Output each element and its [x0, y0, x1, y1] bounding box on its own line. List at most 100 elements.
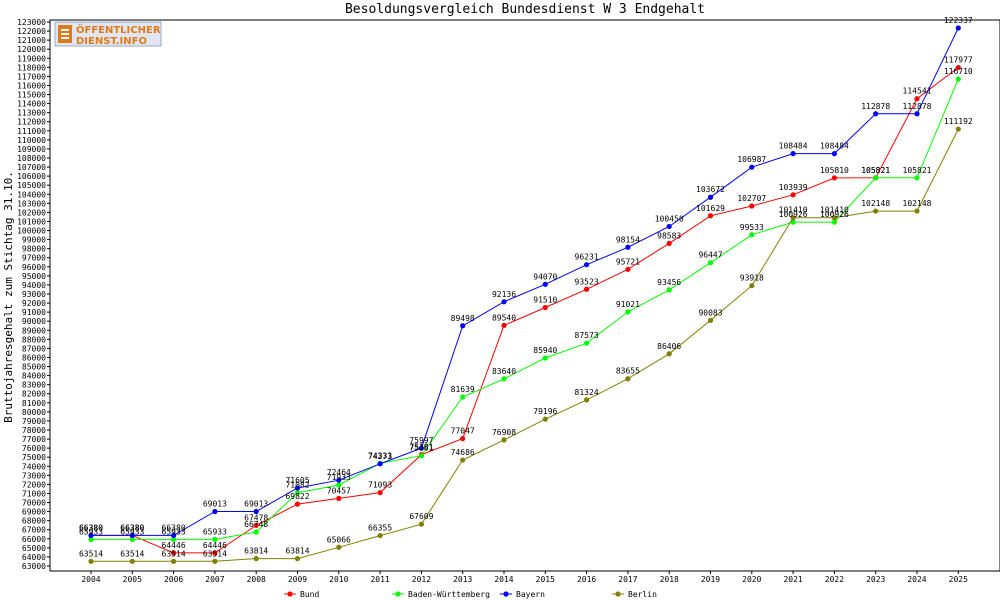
data-label: 122337 — [944, 16, 973, 25]
data-point — [831, 151, 838, 157]
x-tick-label: 2018 — [660, 575, 679, 584]
y-tick-label: 85000 — [22, 363, 46, 372]
data-point — [253, 529, 259, 535]
data-label: 98583 — [657, 231, 681, 240]
y-tick-label: 89000 — [22, 326, 46, 335]
data-point — [212, 550, 218, 556]
data-label: 103672 — [696, 185, 725, 194]
data-label: 93918 — [740, 274, 764, 283]
y-tick-label: 92000 — [22, 299, 46, 308]
legend-label: Baden-Württemberg — [408, 590, 490, 599]
data-label: 105810 — [820, 166, 849, 175]
data-point — [707, 194, 714, 200]
data-label: 116710 — [944, 67, 973, 76]
y-tick-label: 106000 — [17, 172, 46, 181]
y-axis-ticks: 6300064000650006600067000680006900070000… — [17, 18, 50, 571]
data-point — [212, 508, 218, 515]
data-point — [171, 550, 177, 556]
y-tick-label: 122000 — [17, 27, 46, 36]
y-tick-label: 108000 — [17, 154, 46, 163]
data-point — [294, 501, 301, 507]
data-point — [666, 240, 672, 246]
data-point — [873, 208, 879, 214]
data-label: 94070 — [533, 272, 557, 281]
data-point — [129, 558, 135, 564]
data-point — [460, 323, 466, 329]
x-tick-label: 2005 — [123, 575, 142, 584]
y-tick-label: 88000 — [22, 335, 46, 344]
y-tick-label: 120000 — [17, 45, 46, 54]
data-point — [914, 96, 920, 102]
data-label: 102148 — [861, 199, 890, 208]
data-point — [460, 394, 466, 400]
series-0 — [88, 64, 961, 556]
y-tick-label: 66000 — [22, 535, 46, 544]
data-point — [542, 281, 548, 287]
data-point — [294, 485, 301, 491]
data-label: 63814 — [285, 547, 309, 556]
data-point — [666, 287, 672, 293]
data-label: 65933 — [79, 527, 103, 536]
y-tick-label: 68000 — [22, 517, 46, 526]
data-point — [707, 260, 714, 266]
y-tick-label: 123000 — [17, 18, 46, 27]
y-tick-label: 69000 — [22, 508, 46, 517]
data-label: 103939 — [779, 183, 808, 192]
data-label: 105821 — [861, 166, 890, 175]
data-label: 66748 — [244, 520, 268, 529]
data-point — [831, 215, 838, 221]
y-tick-label: 79000 — [22, 417, 46, 426]
data-label: 112878 — [861, 102, 890, 111]
data-point — [542, 355, 548, 361]
y-tick-label: 93000 — [22, 290, 46, 299]
data-label: 63814 — [244, 547, 268, 556]
data-label: 81639 — [451, 385, 475, 394]
data-point — [418, 453, 424, 459]
data-point — [418, 521, 424, 527]
data-label: 91021 — [616, 300, 640, 309]
data-point — [955, 76, 961, 82]
data-label: 101629 — [696, 204, 725, 213]
y-tick-label: 90000 — [22, 317, 46, 326]
data-label: 64446 — [162, 541, 186, 550]
data-point — [377, 461, 383, 467]
y-tick-label: 102000 — [17, 208, 46, 217]
data-label: 96447 — [698, 251, 722, 260]
data-label: 93456 — [657, 278, 681, 287]
data-point — [501, 299, 507, 305]
data-label: 66380 — [162, 523, 186, 532]
data-point — [831, 219, 838, 225]
y-tick-label: 73000 — [22, 471, 46, 480]
data-label: 63514 — [162, 549, 186, 558]
data-point — [914, 111, 920, 117]
y-tick-label: 87000 — [22, 344, 46, 353]
data-label: 89498 — [451, 314, 475, 323]
y-tick-label: 72000 — [22, 480, 46, 489]
data-point — [88, 536, 94, 543]
data-point — [584, 397, 590, 403]
data-label: 98154 — [616, 235, 640, 244]
data-label: 72464 — [327, 468, 351, 477]
data-point — [625, 244, 631, 250]
data-point — [873, 111, 879, 117]
data-label: 101410 — [779, 206, 808, 215]
data-point — [129, 536, 135, 543]
data-label: 67478 — [244, 513, 268, 522]
y-tick-label: 107000 — [17, 163, 46, 172]
x-tick-label: 2021 — [783, 575, 802, 584]
data-label: 89540 — [492, 313, 516, 322]
logo-text-line1: ÖFFENTLICHER — [76, 22, 161, 36]
data-label: 83655 — [616, 367, 640, 376]
data-label: 64446 — [203, 541, 227, 550]
data-label: 71093 — [368, 481, 392, 490]
data-point — [584, 340, 590, 346]
x-tick-label: 2019 — [701, 575, 720, 584]
data-label: 96231 — [575, 253, 599, 262]
data-point — [542, 304, 548, 311]
x-tick-label: 2004 — [81, 575, 100, 584]
y-tick-label: 95000 — [22, 272, 46, 281]
data-point — [831, 175, 838, 181]
data-label: 83640 — [492, 367, 516, 376]
y-tick-label: 116000 — [17, 81, 46, 90]
data-point — [914, 208, 920, 214]
